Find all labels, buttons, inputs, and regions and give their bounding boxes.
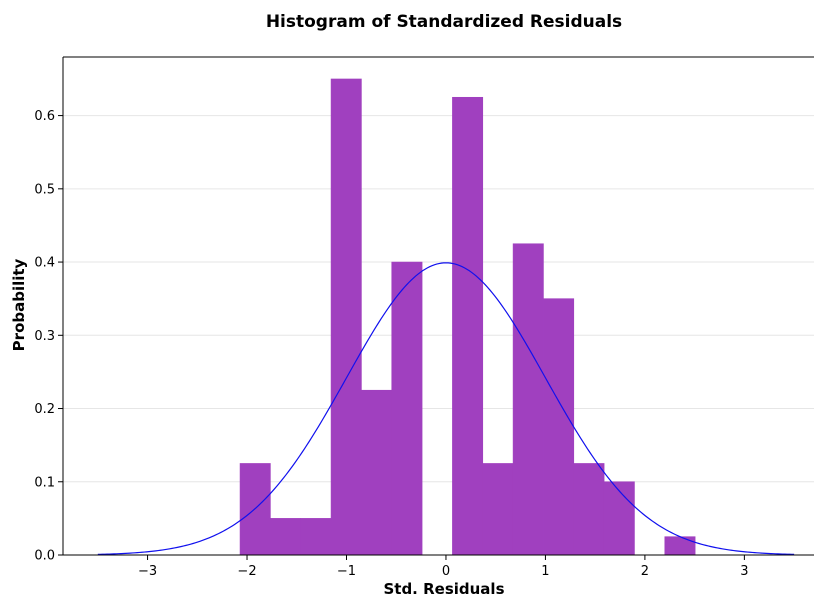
x-tick-label: 0 [442,564,450,579]
x-tick-label: −2 [237,564,256,579]
x-tick-label: 2 [641,564,649,579]
histogram-bar [603,481,635,556]
y-axis-label: Probability [10,258,28,351]
histogram-bar [330,78,362,556]
y-tick-label: 0.5 [34,182,55,197]
grid-lines [63,115,814,483]
axes [62,56,814,556]
histogram-bar [573,463,605,556]
x-axis-label: Std. Residuals [383,580,504,597]
histogram-bar [482,463,514,556]
histogram-bar [300,518,332,556]
x-axis-ticks: −3 −2 −1 0 1 2 3 [138,555,749,579]
y-tick-label: 0.2 [34,402,55,417]
x-tick-label: −1 [337,564,356,579]
y-tick-label: 0.1 [34,475,55,490]
histogram-bar [391,261,423,556]
y-tick-label: 0.3 [34,329,55,344]
x-tick-label: −3 [138,564,157,579]
histogram-bar [512,243,544,556]
histogram-bars [239,78,696,556]
histogram-bar [664,536,696,556]
histogram-bar [452,96,484,556]
x-tick-label: 1 [541,564,549,579]
histogram-bar [361,389,393,556]
normal-pdf-curve [97,262,795,555]
chart-title: Histogram of Standardized Residuals [266,12,622,32]
y-tick-label: 0.4 [34,256,55,271]
histogram-bar [543,298,575,556]
y-axis-ticks: 0.0 0.1 0.2 0.3 0.4 0.5 0.6 [34,109,63,564]
y-tick-label: 0.0 [34,549,55,564]
histogram-bar [270,518,302,556]
x-tick-label: 3 [740,564,748,579]
y-tick-label: 0.6 [34,109,55,124]
